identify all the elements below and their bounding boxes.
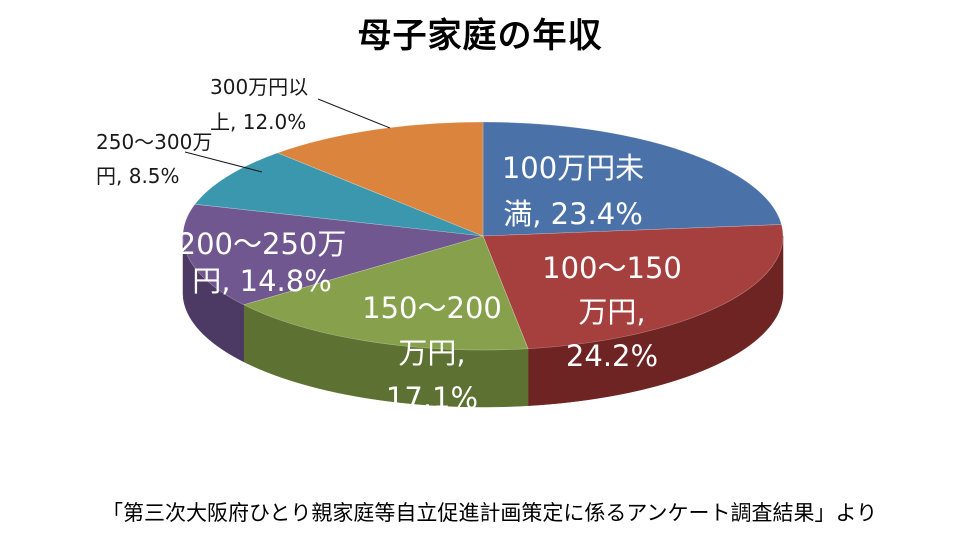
slice-label-2-line-1: 万円,: [398, 336, 465, 370]
chart-title: 母子家庭の年収: [357, 16, 603, 56]
slice-label-1-line-2: 24.2%: [566, 339, 658, 373]
slice-label-0: 100万円未満, 23.4%: [502, 151, 644, 231]
pie-slice-0: [482, 121, 782, 237]
slice-label-3-line-1: 円, 14.8%: [192, 264, 332, 298]
pie-slice-4: [194, 152, 484, 237]
slice-label-5-line-0: 300万円以: [210, 75, 308, 99]
slice-label-1-line-1: 万円,: [578, 295, 645, 329]
pie-label-layer: 100万円未満, 23.4%100〜150 万円, 24.2%150〜200 万円, 1…: [96, 75, 682, 415]
pie-slice-5: [276, 121, 484, 237]
pie-slice-3: [182, 203, 484, 306]
slice-label-4-line-0: 250〜300万: [96, 130, 212, 154]
slice-label-1-line-0: 100〜150: [542, 251, 682, 285]
slice-label-5-line-1: 上, 12.0%: [210, 110, 306, 134]
slice-label-2: 150〜200 万円, 17.1%: [362, 291, 502, 415]
slice-label-0-line-0: 100万円未: [502, 151, 644, 185]
leader-line-5: [317, 98, 391, 129]
slice-label-2-line-2: 17.1%: [386, 381, 478, 415]
slice-label-3-line-0: 200〜250万: [178, 227, 347, 261]
slice-label-3: 200〜250万円, 14.8%: [178, 227, 347, 298]
pie-top-layer: [182, 121, 784, 351]
pie-slice-2: [242, 235, 529, 351]
slice-label-5: 300万円以上, 12.0%: [210, 75, 308, 134]
slice-label-0-line-1: 満, 23.4%: [503, 197, 643, 231]
slice-label-4-line-1: 円, 8.5%: [96, 164, 180, 188]
leader-line-4: [184, 151, 263, 173]
slice-label-1: 100〜150 万円, 24.2%: [542, 251, 682, 373]
pie-slice-1: [482, 224, 784, 350]
source-note: 「第三次大阪府ひとり親家庭等自立促進計画策定に係るアンケート調査結果」より: [102, 501, 878, 525]
slice-label-4: 250〜300万円, 8.5%: [96, 130, 212, 188]
slice-label-2-line-0: 150〜200: [362, 291, 502, 325]
